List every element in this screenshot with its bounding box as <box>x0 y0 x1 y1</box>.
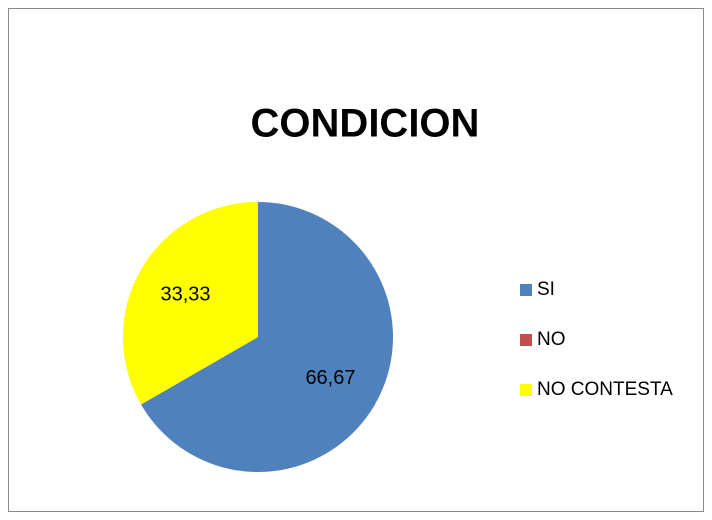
chart-title: CONDICION <box>251 102 480 146</box>
data-label: 66,67 <box>305 367 355 389</box>
legend-label: NO CONTESTA <box>537 379 673 400</box>
legend-swatch <box>520 284 532 296</box>
pie-slice <box>122 202 258 405</box>
legend-swatch <box>520 334 532 346</box>
legend-swatch <box>520 384 532 396</box>
legend-label: NO <box>537 329 566 350</box>
pie-slice <box>141 202 393 472</box>
legend-label: SI <box>537 279 555 300</box>
data-label: 33,33 <box>160 283 210 305</box>
